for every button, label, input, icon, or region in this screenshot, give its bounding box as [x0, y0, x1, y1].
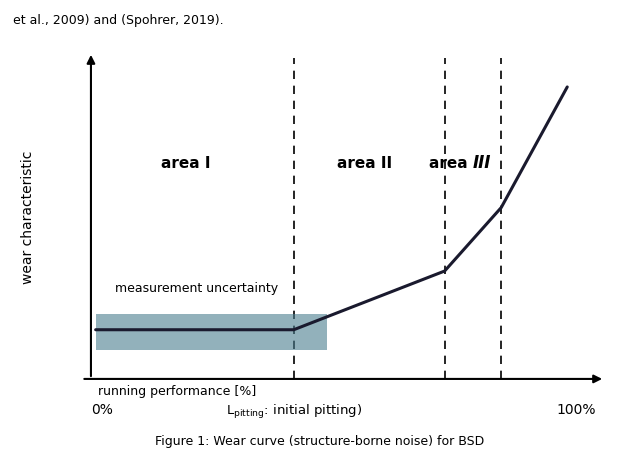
- Text: area I: area I: [161, 156, 210, 170]
- Text: area II: area II: [337, 156, 392, 170]
- Text: 0%: 0%: [91, 403, 113, 417]
- Text: area: area: [429, 156, 473, 170]
- Text: 100%: 100%: [557, 403, 596, 417]
- Text: wear characteristic: wear characteristic: [21, 150, 35, 284]
- Text: Figure 1: Wear curve (structure-borne noise) for BSD: Figure 1: Wear curve (structure-borne no…: [156, 435, 484, 448]
- Text: III: III: [473, 154, 492, 172]
- Text: measurement uncertainty: measurement uncertainty: [115, 282, 278, 295]
- Bar: [95, 314, 327, 351]
- Text: et al., 2009) and (Spohrer, 2019).: et al., 2009) and (Spohrer, 2019).: [13, 14, 223, 27]
- Text: $\mathregular{L_{pitting}}$: initial pitting): $\mathregular{L_{pitting}}$: initial pit…: [226, 403, 362, 421]
- Text: running performance [%]: running performance [%]: [98, 385, 256, 399]
